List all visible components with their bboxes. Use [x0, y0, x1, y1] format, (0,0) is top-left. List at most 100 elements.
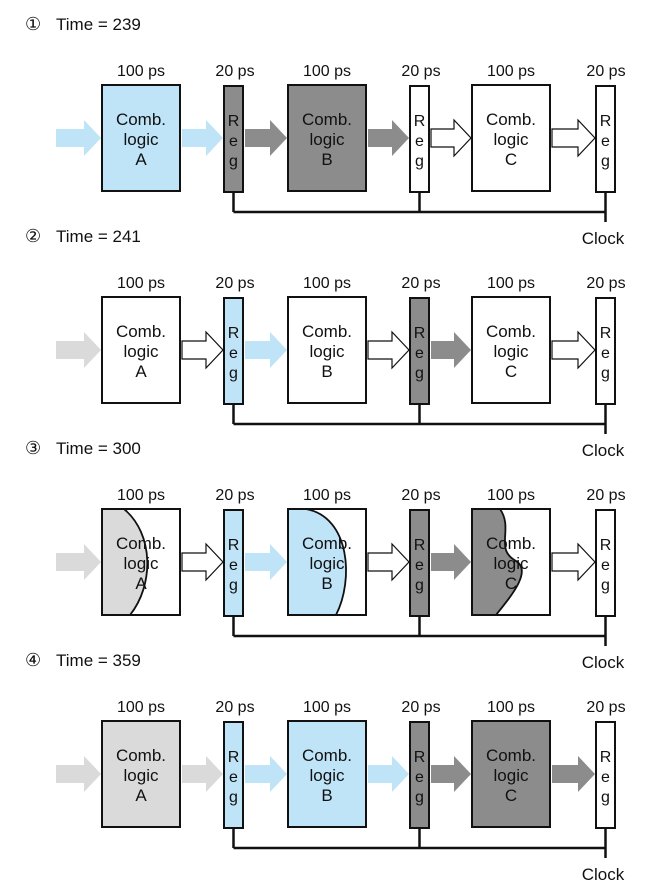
register-label-letter: R	[414, 325, 426, 342]
flow-arrow	[551, 330, 596, 370]
stage-latency-label: 100 ps	[117, 487, 165, 504]
pipeline-panel-2: ② Time = 241 100 ps 20 ps 100 ps 20 ps 100 ps 2…	[25, 226, 626, 460]
stage-latency-label: 100 ps	[487, 275, 535, 292]
register-label-letter: g	[229, 789, 238, 806]
comb-logic-label: A	[135, 574, 147, 593]
stage-latency-label: 100 ps	[303, 699, 351, 716]
register-label-letter: R	[228, 113, 240, 130]
register-label-letter: R	[600, 113, 612, 130]
time-label: Time = 239	[56, 15, 141, 34]
register-label-letter: R	[414, 537, 426, 554]
comb-logic-label: Comb.	[116, 534, 166, 553]
clock-label: Clock	[582, 441, 625, 460]
stage-latency-label: 20 ps	[401, 63, 440, 80]
comb-logic-label: logic	[494, 342, 529, 361]
register-label-letter: R	[228, 749, 240, 766]
flow-arrow	[56, 332, 101, 368]
stage-latency-label: 20 ps	[586, 699, 625, 716]
stage-latency-label: 20 ps	[401, 699, 440, 716]
stage-latency-label: 20 ps	[215, 275, 254, 292]
comb-logic-label: logic	[494, 766, 529, 785]
comb-logic-block	[287, 720, 367, 828]
step-number-marker: ③	[25, 438, 41, 458]
flow-arrow	[182, 756, 223, 792]
comb-logic-label: Comb.	[486, 746, 536, 765]
flow-arrow	[181, 542, 224, 582]
comb-logic-label: Comb.	[116, 322, 166, 341]
stage-latency-label: 100 ps	[487, 699, 535, 716]
comb-logic-label: B	[321, 362, 332, 381]
register-label-letter: R	[600, 749, 612, 766]
stage-latency-label: 20 ps	[401, 487, 440, 504]
comb-logic-block	[471, 720, 551, 828]
register-label-letter: g	[229, 365, 238, 382]
comb-logic-label: Comb.	[302, 746, 352, 765]
register-label-letter: R	[228, 537, 240, 554]
pipeline-panel-1: ① Time = 239 100 ps 20 ps 100 ps 20 ps 100 ps 2…	[25, 14, 626, 248]
register-label-letter: e	[601, 133, 610, 150]
flow-arrow	[551, 118, 596, 158]
register-label-letter: e	[415, 133, 424, 150]
stage-latency-label: 100 ps	[303, 275, 351, 292]
comb-logic-block	[471, 84, 551, 192]
stage-latency-label: 100 ps	[117, 63, 165, 80]
comb-logic-outline	[471, 508, 551, 616]
register-label-letter: e	[601, 345, 610, 362]
comb-logic-label: logic	[124, 342, 159, 361]
stage-latency-label: 100 ps	[303, 487, 351, 504]
register-label-letter: e	[229, 133, 238, 150]
time-label: Time = 300	[56, 439, 141, 458]
register-label-letter: g	[415, 577, 424, 594]
comb-logic-block	[287, 84, 367, 192]
register-label-letter: e	[601, 769, 610, 786]
comb-logic-label: logic	[124, 766, 159, 785]
comb-logic-label: logic	[310, 342, 345, 361]
comb-logic-label: A	[135, 150, 147, 169]
stage-latency-label: 100 ps	[117, 699, 165, 716]
clock-label: Clock	[582, 229, 625, 248]
flow-arrow	[431, 756, 471, 792]
pipeline-panel-4: ④ Time = 359 100 ps 20 ps 100 ps 20 ps 100 ps 2…	[25, 650, 626, 884]
stage-latency-label: 20 ps	[586, 487, 625, 504]
pipeline-panel-3: ③ Time = 300 100 ps 20 ps 100 ps 20 ps 100 ps 2…	[25, 438, 626, 672]
comb-logic-label: A	[135, 362, 147, 381]
comb-logic-block	[101, 296, 181, 404]
comb-logic-label: Comb.	[302, 322, 352, 341]
register-label-letter: g	[415, 789, 424, 806]
flow-arrow	[181, 330, 224, 370]
register-label-letter: g	[601, 789, 610, 806]
comb-logic-block	[101, 720, 181, 828]
register-label-letter: R	[600, 325, 612, 342]
comb-logic-label: Comb.	[486, 110, 536, 129]
register-label-letter: g	[415, 365, 424, 382]
comb-logic-block	[471, 296, 551, 404]
comb-logic-label: A	[135, 786, 147, 805]
comb-logic-label: logic	[310, 130, 345, 149]
flow-arrow	[431, 544, 471, 580]
register-label-letter: R	[414, 113, 426, 130]
comb-logic-label: logic	[124, 554, 159, 573]
flow-arrow	[245, 756, 287, 792]
clock-label: Clock	[582, 653, 625, 672]
comb-logic-label: logic	[124, 130, 159, 149]
stage-latency-label: 100 ps	[117, 275, 165, 292]
comb-logic-label: B	[321, 150, 332, 169]
register-label-letter: e	[415, 769, 424, 786]
flow-arrow	[245, 332, 287, 368]
comb-logic-label: Comb.	[116, 746, 166, 765]
comb-logic-block	[101, 84, 181, 192]
step-number-marker: ④	[25, 650, 41, 670]
clock-label: Clock	[582, 865, 625, 884]
register-label-letter: g	[601, 365, 610, 382]
comb-logic-label: Comb.	[116, 110, 166, 129]
time-label: Time = 241	[56, 227, 141, 246]
stage-latency-label: 100 ps	[487, 63, 535, 80]
flow-arrow	[56, 120, 101, 156]
comb-logic-label: C	[505, 574, 517, 593]
flow-arrow	[367, 330, 410, 370]
flow-arrow	[431, 332, 471, 368]
flow-arrow	[367, 542, 410, 582]
stage-latency-label: 100 ps	[303, 63, 351, 80]
comb-logic-label: B	[321, 786, 332, 805]
